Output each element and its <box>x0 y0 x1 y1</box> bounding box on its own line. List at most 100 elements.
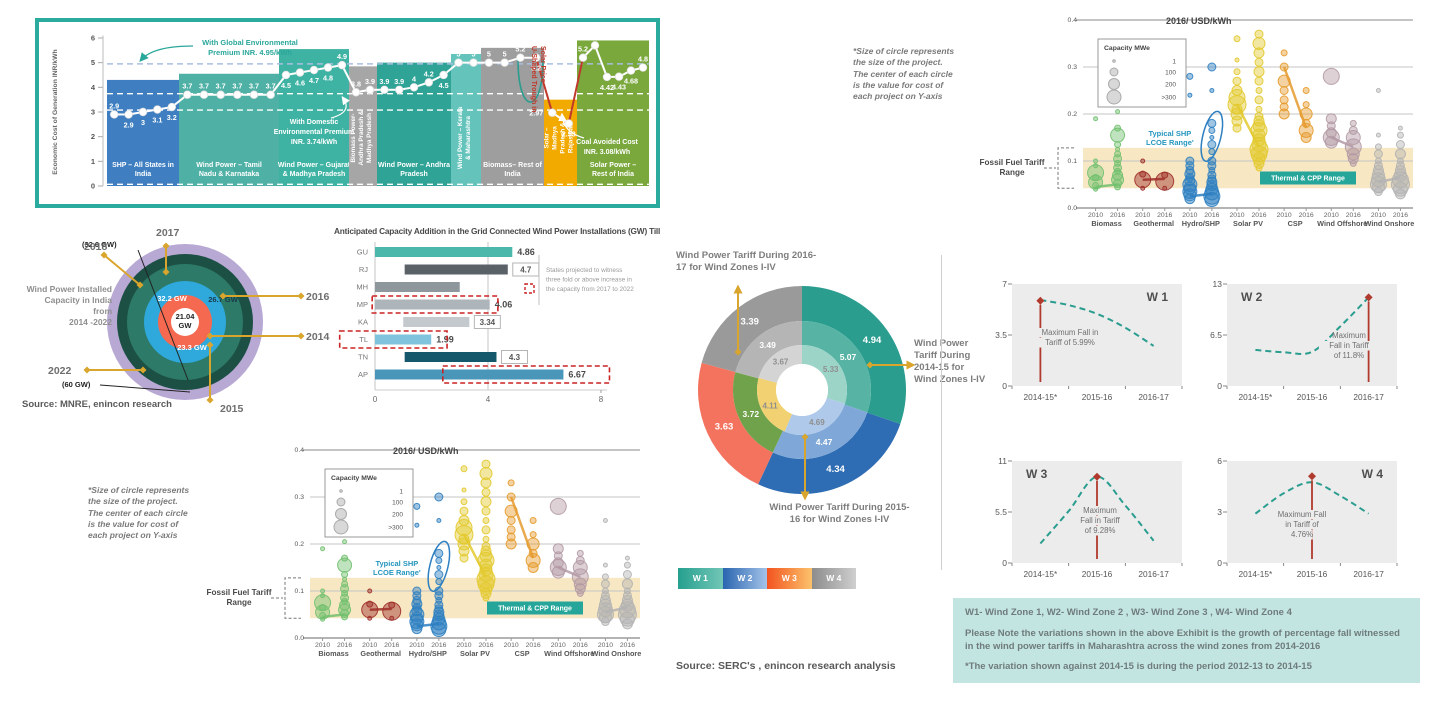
svg-text:4.5: 4.5 <box>439 81 449 90</box>
rings-chart-title: Wind Power Installed Capacity in India f… <box>26 284 112 328</box>
bar-segment <box>481 47 544 187</box>
svg-text:three fold or above increase i: three fold or above increase in <box>546 277 632 284</box>
donut-slice <box>701 286 802 372</box>
svg-text:TL: TL <box>359 335 368 344</box>
svg-text:5.07: 5.07 <box>840 352 857 362</box>
svg-text:U-Shaped Trough in: U-Shaped Trough in <box>530 46 537 113</box>
donut-label-2016-17: Wind Power Tariff During 2016- 17 for Wi… <box>676 250 817 273</box>
svg-text:Wind Power – Andhra: Wind Power – Andhra <box>378 162 450 169</box>
svg-text:Wind Offshore: Wind Offshore <box>544 649 594 658</box>
svg-text:0: 0 <box>1002 381 1007 391</box>
scatter-note-bottom-left: *Size of circle represents the size of t… <box>88 485 190 541</box>
svg-text:States projected to witness: States projected to witness <box>546 267 622 274</box>
svg-text:Fall in Tariff: Fall in Tariff <box>1080 516 1120 525</box>
svg-text:4.42: 4.42 <box>600 83 614 92</box>
svg-text:100: 100 <box>1165 70 1176 77</box>
svg-text:0.3: 0.3 <box>295 494 305 501</box>
svg-text:2015-16: 2015-16 <box>1082 392 1113 402</box>
svg-text:Typical SHP: Typical SHP <box>1148 129 1191 138</box>
svg-text:3.34: 3.34 <box>480 318 496 327</box>
svg-text:200: 200 <box>392 512 403 519</box>
svg-text:2015-16: 2015-16 <box>1297 392 1328 402</box>
legend-w4: W 4 <box>811 568 856 589</box>
svg-text:4.3: 4.3 <box>509 353 521 362</box>
svg-text:3.7: 3.7 <box>266 82 276 91</box>
svg-text:2: 2 <box>91 132 95 141</box>
svg-text:of 9.28%: of 9.28% <box>1085 526 1116 535</box>
svg-text:3: 3 <box>1217 507 1222 517</box>
svg-text:0.2: 0.2 <box>295 541 305 548</box>
svg-text:5: 5 <box>457 50 461 59</box>
svg-text:2015-16: 2015-16 <box>1082 569 1113 579</box>
svg-text:Pradesh &: Pradesh & <box>560 122 567 154</box>
svg-text:Wind Offshore: Wind Offshore <box>1317 219 1367 228</box>
svg-text:2016: 2016 <box>306 291 330 303</box>
svg-text:2010: 2010 <box>1229 212 1244 219</box>
svg-text:2010: 2010 <box>551 642 566 649</box>
svg-text:4.06: 4.06 <box>495 300 513 310</box>
svg-text:Geothermal: Geothermal <box>1133 219 1174 228</box>
svg-text:0.0: 0.0 <box>295 635 305 642</box>
svg-text:3.9: 3.9 <box>365 77 375 86</box>
svg-text:Biomass: Biomass <box>318 649 348 658</box>
svg-text:Nadu & Karnataka: Nadu & Karnataka <box>199 171 259 178</box>
svg-text:Maximum Fall in: Maximum Fall in <box>1042 328 1099 337</box>
svg-text:200: 200 <box>1165 82 1176 89</box>
svg-text:Solar Power –: Solar Power – <box>590 162 636 169</box>
svg-text:2010: 2010 <box>315 642 330 649</box>
svg-text:2016: 2016 <box>431 642 446 649</box>
svg-text:SHP – All States in: SHP – All States in <box>112 162 174 169</box>
svg-text:2016: 2016 <box>1157 212 1172 219</box>
svg-text:2014-15*: 2014-15* <box>1239 569 1273 579</box>
column-divider <box>941 255 942 570</box>
svg-text:2016: 2016 <box>573 642 588 649</box>
svg-text:2010: 2010 <box>409 642 424 649</box>
svg-text:2016-17: 2016-17 <box>1353 392 1384 402</box>
svg-text:6: 6 <box>91 33 95 42</box>
svg-text:Tariff of 5.99%: Tariff of 5.99% <box>1045 338 1095 347</box>
svg-text:CSP: CSP <box>515 649 530 658</box>
zone-chart-w1: 0 3.5 7 2014-15* 2015-16 2016-17 Maximum Fall … <box>995 279 1183 402</box>
wind-zone-legend: W 1 W 2 W 3 W 4 <box>678 568 856 589</box>
svg-text:Wind Power – Kerala: Wind Power – Kerala <box>457 106 464 169</box>
svg-text:3: 3 <box>91 107 95 116</box>
svg-text:1.99: 1.99 <box>436 335 454 345</box>
svg-text:MP: MP <box>357 300 368 309</box>
bar-segment <box>577 40 649 187</box>
svg-text:Hydro/SHP: Hydro/SHP <box>409 649 447 658</box>
bar-segment <box>451 54 481 186</box>
svg-text:2010: 2010 <box>598 642 613 649</box>
svg-text:RJ: RJ <box>359 265 368 274</box>
svg-text:2016-17: 2016-17 <box>1138 569 1169 579</box>
svg-text:0: 0 <box>1002 558 1007 568</box>
svg-text:TN: TN <box>358 353 368 362</box>
svg-text:5.7: 5.7 <box>590 32 600 41</box>
svg-text:2016-17: 2016-17 <box>1138 392 1169 402</box>
svg-text:0.4: 0.4 <box>1068 17 1078 24</box>
svg-text:1: 1 <box>1172 59 1176 66</box>
svg-text:Fossil Fuel Tariff: Fossil Fuel Tariff <box>207 588 272 597</box>
svg-text:2010: 2010 <box>1135 212 1150 219</box>
svg-text:LCOE Range': LCOE Range' <box>373 568 421 577</box>
svg-text:23.3 GW: 23.3 GW <box>177 343 208 352</box>
svg-text:4.76%: 4.76% <box>1291 530 1313 539</box>
svg-text:>300: >300 <box>1161 95 1176 102</box>
hbar-row <box>375 369 564 380</box>
svg-text:Fossil Fuel Tariff: Fossil Fuel Tariff <box>980 158 1045 167</box>
svg-text:India: India <box>504 171 520 178</box>
svg-text:11: 11 <box>998 456 1007 466</box>
svg-text:7: 7 <box>1002 279 1007 289</box>
svg-text:2010: 2010 <box>456 642 471 649</box>
source-serc: Source: SERC's , enincon research analys… <box>676 660 896 672</box>
svg-text:2010: 2010 <box>504 642 519 649</box>
svg-text:2.53: 2.53 <box>562 130 576 139</box>
svg-text:4: 4 <box>486 395 491 404</box>
svg-text:5.5: 5.5 <box>995 507 1007 517</box>
svg-text:3.7: 3.7 <box>216 82 226 91</box>
svg-text:Environmental Premium: Environmental Premium <box>274 129 355 136</box>
zone-chart-w4: 0 3 6 2014-15* 2015-16 2016-17 Maximum Fallin … <box>1217 456 1398 579</box>
